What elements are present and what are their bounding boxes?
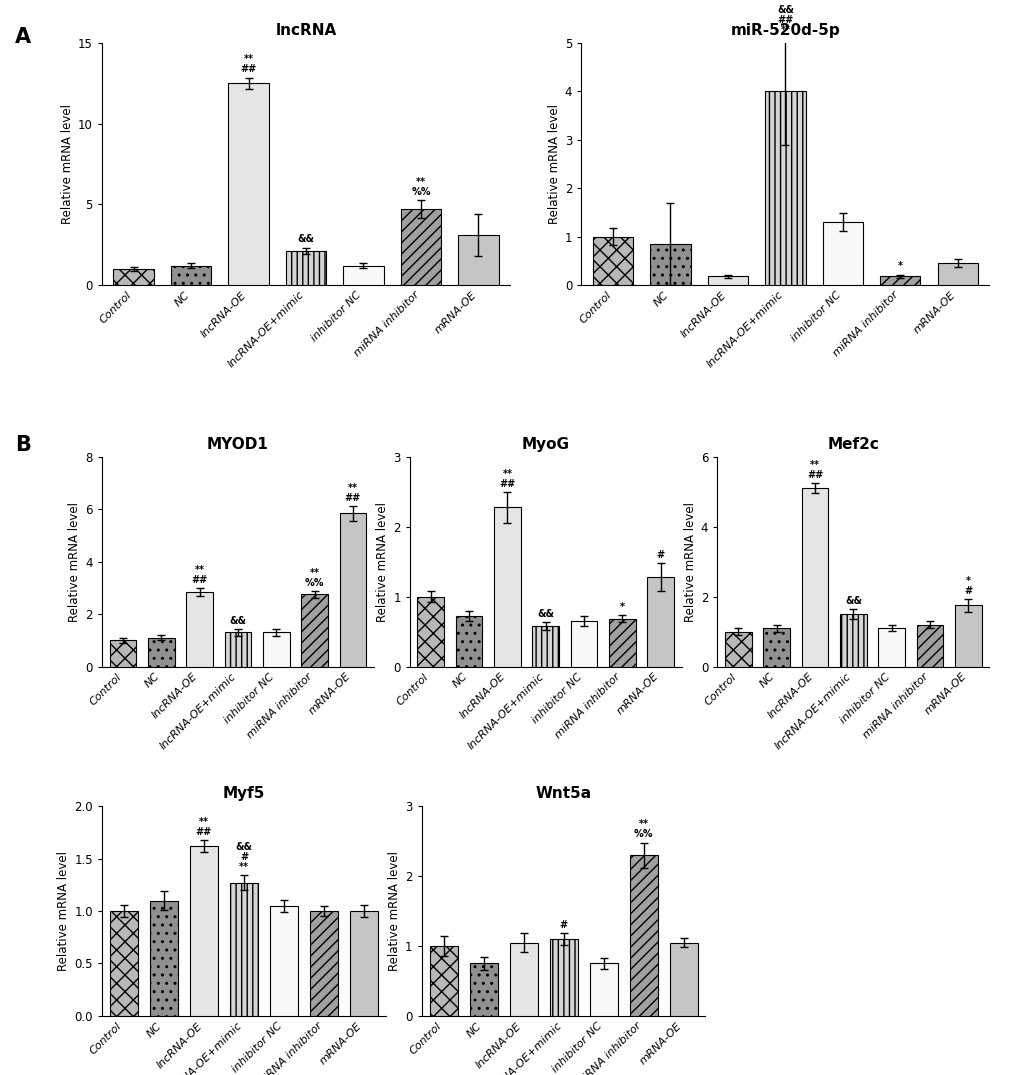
Bar bbox=[592, 236, 633, 285]
Bar bbox=[229, 883, 258, 1016]
Bar bbox=[190, 846, 218, 1016]
Text: **
%%: ** %% bbox=[633, 819, 652, 840]
Bar bbox=[171, 266, 211, 285]
Text: #: # bbox=[656, 550, 664, 560]
Title: MYOD1: MYOD1 bbox=[207, 436, 269, 452]
Bar bbox=[532, 626, 558, 666]
Text: #: # bbox=[559, 919, 567, 930]
Title: Myf5: Myf5 bbox=[222, 786, 265, 801]
Y-axis label: Relative mRNA level: Relative mRNA level bbox=[68, 502, 82, 621]
Bar bbox=[822, 221, 862, 285]
Text: **
%%: ** %% bbox=[411, 176, 430, 197]
Text: &&: && bbox=[298, 234, 314, 244]
Bar bbox=[725, 631, 751, 666]
Bar bbox=[570, 621, 597, 666]
Bar bbox=[707, 276, 747, 285]
Text: *: * bbox=[620, 602, 625, 613]
Bar bbox=[916, 625, 943, 666]
Bar bbox=[954, 605, 980, 666]
Text: B: B bbox=[15, 435, 32, 456]
Bar bbox=[510, 943, 537, 1016]
Bar bbox=[589, 963, 616, 1016]
Text: **
##: ** ## bbox=[806, 460, 822, 481]
Text: &&
#
**: && # ** bbox=[235, 843, 253, 872]
Bar bbox=[762, 628, 790, 666]
Text: &&: && bbox=[229, 616, 247, 626]
Y-axis label: Relative mRNA level: Relative mRNA level bbox=[61, 104, 73, 224]
Bar bbox=[148, 637, 174, 666]
Title: Mef2c: Mef2c bbox=[826, 436, 878, 452]
Bar bbox=[285, 252, 326, 285]
Text: &&: && bbox=[537, 608, 553, 618]
Bar bbox=[186, 592, 213, 666]
Bar bbox=[879, 276, 919, 285]
Bar bbox=[270, 906, 298, 1016]
Title: lncRNA: lncRNA bbox=[275, 23, 336, 38]
Bar bbox=[343, 266, 383, 285]
Bar bbox=[110, 641, 137, 666]
Text: *: * bbox=[897, 261, 902, 271]
Title: Wnt5a: Wnt5a bbox=[535, 786, 591, 801]
Bar bbox=[224, 632, 251, 666]
Bar bbox=[608, 619, 635, 666]
Bar bbox=[228, 83, 268, 285]
Y-axis label: Relative mRNA level: Relative mRNA level bbox=[683, 502, 696, 621]
Bar bbox=[150, 901, 177, 1016]
Text: **
##: ** ## bbox=[240, 54, 257, 74]
Text: &&
##
**: && ## ** bbox=[776, 4, 793, 34]
Bar bbox=[113, 269, 154, 285]
Bar bbox=[301, 594, 328, 666]
Bar bbox=[455, 616, 482, 666]
Bar bbox=[458, 235, 498, 285]
Y-axis label: Relative mRNA level: Relative mRNA level bbox=[57, 851, 70, 971]
Text: A: A bbox=[15, 27, 32, 47]
Bar bbox=[840, 614, 866, 666]
Y-axis label: Relative mRNA level: Relative mRNA level bbox=[547, 104, 560, 224]
Y-axis label: Relative mRNA level: Relative mRNA level bbox=[387, 851, 400, 971]
Text: **
##: ** ## bbox=[344, 483, 361, 503]
Bar bbox=[110, 912, 138, 1016]
Bar bbox=[549, 940, 577, 1016]
Bar bbox=[877, 628, 904, 666]
Bar bbox=[469, 963, 497, 1016]
Bar bbox=[417, 597, 443, 666]
Bar bbox=[629, 856, 657, 1016]
Text: **
%%: ** %% bbox=[305, 569, 324, 588]
Text: **
##: ** ## bbox=[192, 564, 208, 585]
Bar bbox=[650, 244, 690, 285]
Bar bbox=[310, 912, 337, 1016]
Bar bbox=[493, 507, 521, 666]
Text: **
##: ** ## bbox=[498, 469, 515, 489]
Y-axis label: Relative mRNA level: Relative mRNA level bbox=[376, 502, 388, 621]
Title: MyoG: MyoG bbox=[521, 436, 570, 452]
Text: *
#: * # bbox=[963, 576, 971, 596]
Bar bbox=[647, 577, 674, 666]
Bar bbox=[668, 943, 697, 1016]
Bar bbox=[339, 513, 366, 666]
Bar bbox=[400, 209, 440, 285]
Bar bbox=[263, 632, 289, 666]
Bar bbox=[801, 488, 827, 666]
Text: &&: && bbox=[844, 596, 861, 606]
Bar bbox=[936, 263, 977, 285]
Text: **
##: ** ## bbox=[196, 817, 212, 836]
Bar bbox=[350, 912, 377, 1016]
Title: miR-520d-5p: miR-520d-5p bbox=[730, 23, 840, 38]
Bar bbox=[429, 946, 458, 1016]
Bar bbox=[764, 91, 805, 285]
